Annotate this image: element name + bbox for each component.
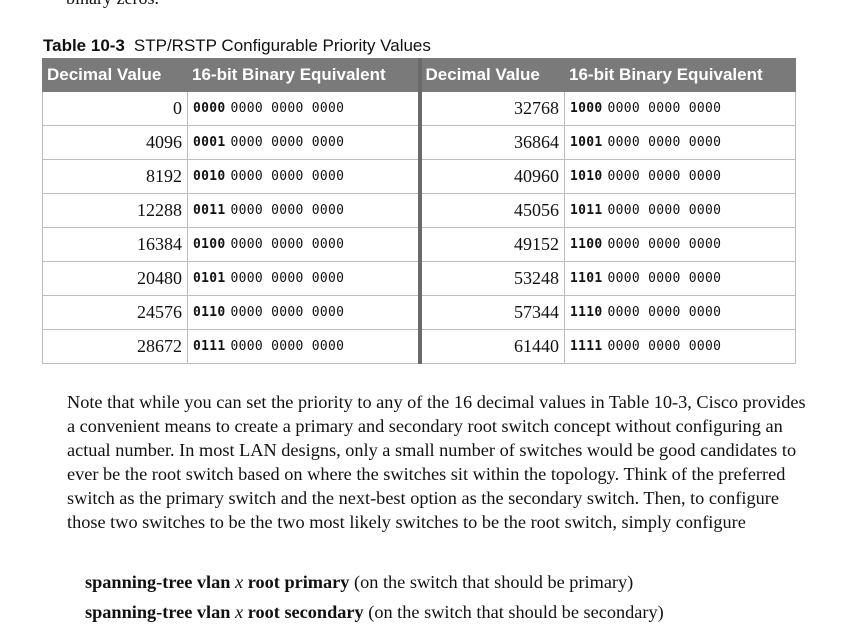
previous-page-text-fragment: binary zeros. [66, 0, 159, 8]
binary-remaining-nibbles: 0000 0000 0000 [607, 339, 722, 354]
binary-value-cell: 1001 0000 0000 0000 [564, 125, 796, 160]
header-binary-equivalent-left: 16-bit Binary Equivalent [187, 58, 422, 92]
table-caption: Table 10-3 STP/RSTP Configurable Priority… [43, 36, 431, 56]
binary-remaining-nibbles: 0000 0000 0000 [230, 169, 345, 184]
binary-remaining-nibbles: 0000 0000 0000 [607, 203, 722, 218]
binary-value-cell: 0010 0000 0000 0000 [187, 159, 422, 194]
command-keyword: root secondary [247, 602, 364, 622]
decimal-value-cell: 0 [42, 91, 188, 126]
binary-leading-nibble: 0110 [193, 305, 226, 320]
decimal-value-cell: 49152 [419, 227, 565, 262]
explanation-paragraph: Note that while you can set the priority… [67, 390, 807, 534]
command-note: (on the switch that should be primary) [354, 572, 634, 592]
table-header-row: Decimal Value 16-bit Binary Equivalent D… [42, 58, 796, 92]
decimal-value-cell: 20480 [42, 261, 188, 296]
binary-leading-nibble: 1001 [570, 135, 603, 150]
table-row: 4096 0001 0000 0000 0000 36864 1001 0000 0000… [42, 125, 796, 160]
binary-leading-nibble: 0011 [193, 203, 226, 218]
binary-remaining-nibbles: 0000 0000 0000 [230, 271, 345, 286]
decimal-value-cell: 32768 [419, 91, 565, 126]
binary-value-cell: 1011 0000 0000 0000 [564, 193, 796, 228]
binary-value-cell: 1010 0000 0000 0000 [564, 159, 796, 194]
header-binary-equivalent-right: 16-bit Binary Equivalent [564, 58, 796, 92]
binary-leading-nibble: 0010 [193, 169, 226, 184]
binary-value-cell: 1000 0000 0000 0000 [564, 91, 796, 126]
command-line-primary: spanning-tree vlan x root primary (on th… [85, 570, 633, 594]
paragraph-text: Note that while you can set the priority… [67, 392, 806, 532]
binary-remaining-nibbles: 0000 0000 0000 [607, 101, 722, 116]
decimal-value-cell: 53248 [419, 261, 565, 296]
decimal-value-cell: 12288 [42, 193, 188, 228]
binary-value-cell: 0001 0000 0000 0000 [187, 125, 422, 160]
binary-leading-nibble: 1101 [570, 271, 603, 286]
command-keyword: root primary [247, 572, 350, 592]
binary-leading-nibble: 0000 [193, 101, 226, 116]
binary-value-cell: 0000 0000 0000 0000 [187, 91, 422, 126]
table-row: 8192 0010 0000 0000 0000 40960 1010 0000 0000… [42, 159, 796, 194]
binary-leading-nibble: 1111 [570, 339, 603, 354]
binary-leading-nibble: 1110 [570, 305, 603, 320]
binary-remaining-nibbles: 0000 0000 0000 [230, 237, 345, 252]
binary-leading-nibble: 0100 [193, 237, 226, 252]
binary-value-cell: 0011 0000 0000 0000 [187, 193, 422, 228]
binary-remaining-nibbles: 0000 0000 0000 [607, 305, 722, 320]
binary-remaining-nibbles: 0000 0000 0000 [607, 169, 722, 184]
decimal-value-cell: 40960 [419, 159, 565, 194]
decimal-value-cell: 61440 [419, 329, 565, 364]
binary-leading-nibble: 0001 [193, 135, 226, 150]
binary-remaining-nibbles: 0000 0000 0000 [230, 305, 345, 320]
table-row: 20480 0101 0000 0000 0000 53248 1101 0000 000… [42, 261, 796, 296]
table-row: 0 0000 0000 0000 0000 32768 1000 0000 0000 00… [42, 91, 796, 126]
command-line-secondary: spanning-tree vlan x root secondary (on … [85, 600, 664, 624]
command-variable: x [235, 572, 244, 592]
binary-remaining-nibbles: 0000 0000 0000 [230, 135, 345, 150]
decimal-value-cell: 24576 [42, 295, 188, 330]
binary-value-cell: 1101 0000 0000 0000 [564, 261, 796, 296]
binary-leading-nibble: 1000 [570, 101, 603, 116]
table-row: 12288 0011 0000 0000 0000 45056 1011 0000 000… [42, 193, 796, 228]
decimal-value-cell: 36864 [419, 125, 565, 160]
command-variable: x [235, 602, 244, 622]
binary-value-cell: 0100 0000 0000 0000 [187, 227, 422, 262]
priority-values-table: Decimal Value 16-bit Binary Equivalent D… [42, 58, 796, 364]
table-body: 0 0000 0000 0000 0000 32768 1000 0000 0000 00… [42, 91, 796, 364]
decimal-value-cell: 8192 [42, 159, 188, 194]
table-row: 16384 0100 0000 0000 0000 49152 1100 0000 000… [42, 227, 796, 262]
decimal-value-cell: 16384 [42, 227, 188, 262]
binary-value-cell: 1100 0000 0000 0000 [564, 227, 796, 262]
decimal-value-cell: 4096 [42, 125, 188, 160]
binary-remaining-nibbles: 0000 0000 0000 [607, 237, 722, 252]
binary-value-cell: 0110 0000 0000 0000 [187, 295, 422, 330]
table-row: 24576 0110 0000 0000 0000 57344 1110 0000 000… [42, 295, 796, 330]
table-row: 28672 0111 0000 0000 0000 61440 1111 0000 000… [42, 329, 796, 364]
table-caption-number: Table 10-3 [43, 36, 125, 55]
binary-leading-nibble: 0111 [193, 339, 226, 354]
binary-value-cell: 1110 0000 0000 0000 [564, 295, 796, 330]
decimal-value-cell: 57344 [419, 295, 565, 330]
binary-remaining-nibbles: 0000 0000 0000 [607, 271, 722, 286]
binary-remaining-nibbles: 0000 0000 0000 [607, 135, 722, 150]
binary-leading-nibble: 1100 [570, 237, 603, 252]
decimal-value-cell: 45056 [419, 193, 565, 228]
binary-remaining-nibbles: 0000 0000 0000 [230, 203, 345, 218]
table-caption-title: STP/RSTP Configurable Priority Values [133, 36, 431, 55]
binary-value-cell: 0101 0000 0000 0000 [187, 261, 422, 296]
binary-remaining-nibbles: 0000 0000 0000 [230, 339, 345, 354]
binary-leading-nibble: 1011 [570, 203, 603, 218]
binary-value-cell: 0111 0000 0000 0000 [187, 329, 422, 364]
command-keyword: spanning-tree vlan [85, 602, 231, 622]
binary-remaining-nibbles: 0000 0000 0000 [230, 101, 345, 116]
binary-leading-nibble: 1010 [570, 169, 603, 184]
decimal-value-cell: 28672 [42, 329, 188, 364]
header-decimal-value-left: Decimal Value [42, 58, 188, 92]
binary-value-cell: 1111 0000 0000 0000 [564, 329, 796, 364]
binary-leading-nibble: 0101 [193, 271, 226, 286]
command-keyword: spanning-tree vlan [85, 572, 231, 592]
command-note: (on the switch that should be secondary) [368, 602, 664, 622]
header-decimal-value-right: Decimal Value [419, 58, 565, 92]
